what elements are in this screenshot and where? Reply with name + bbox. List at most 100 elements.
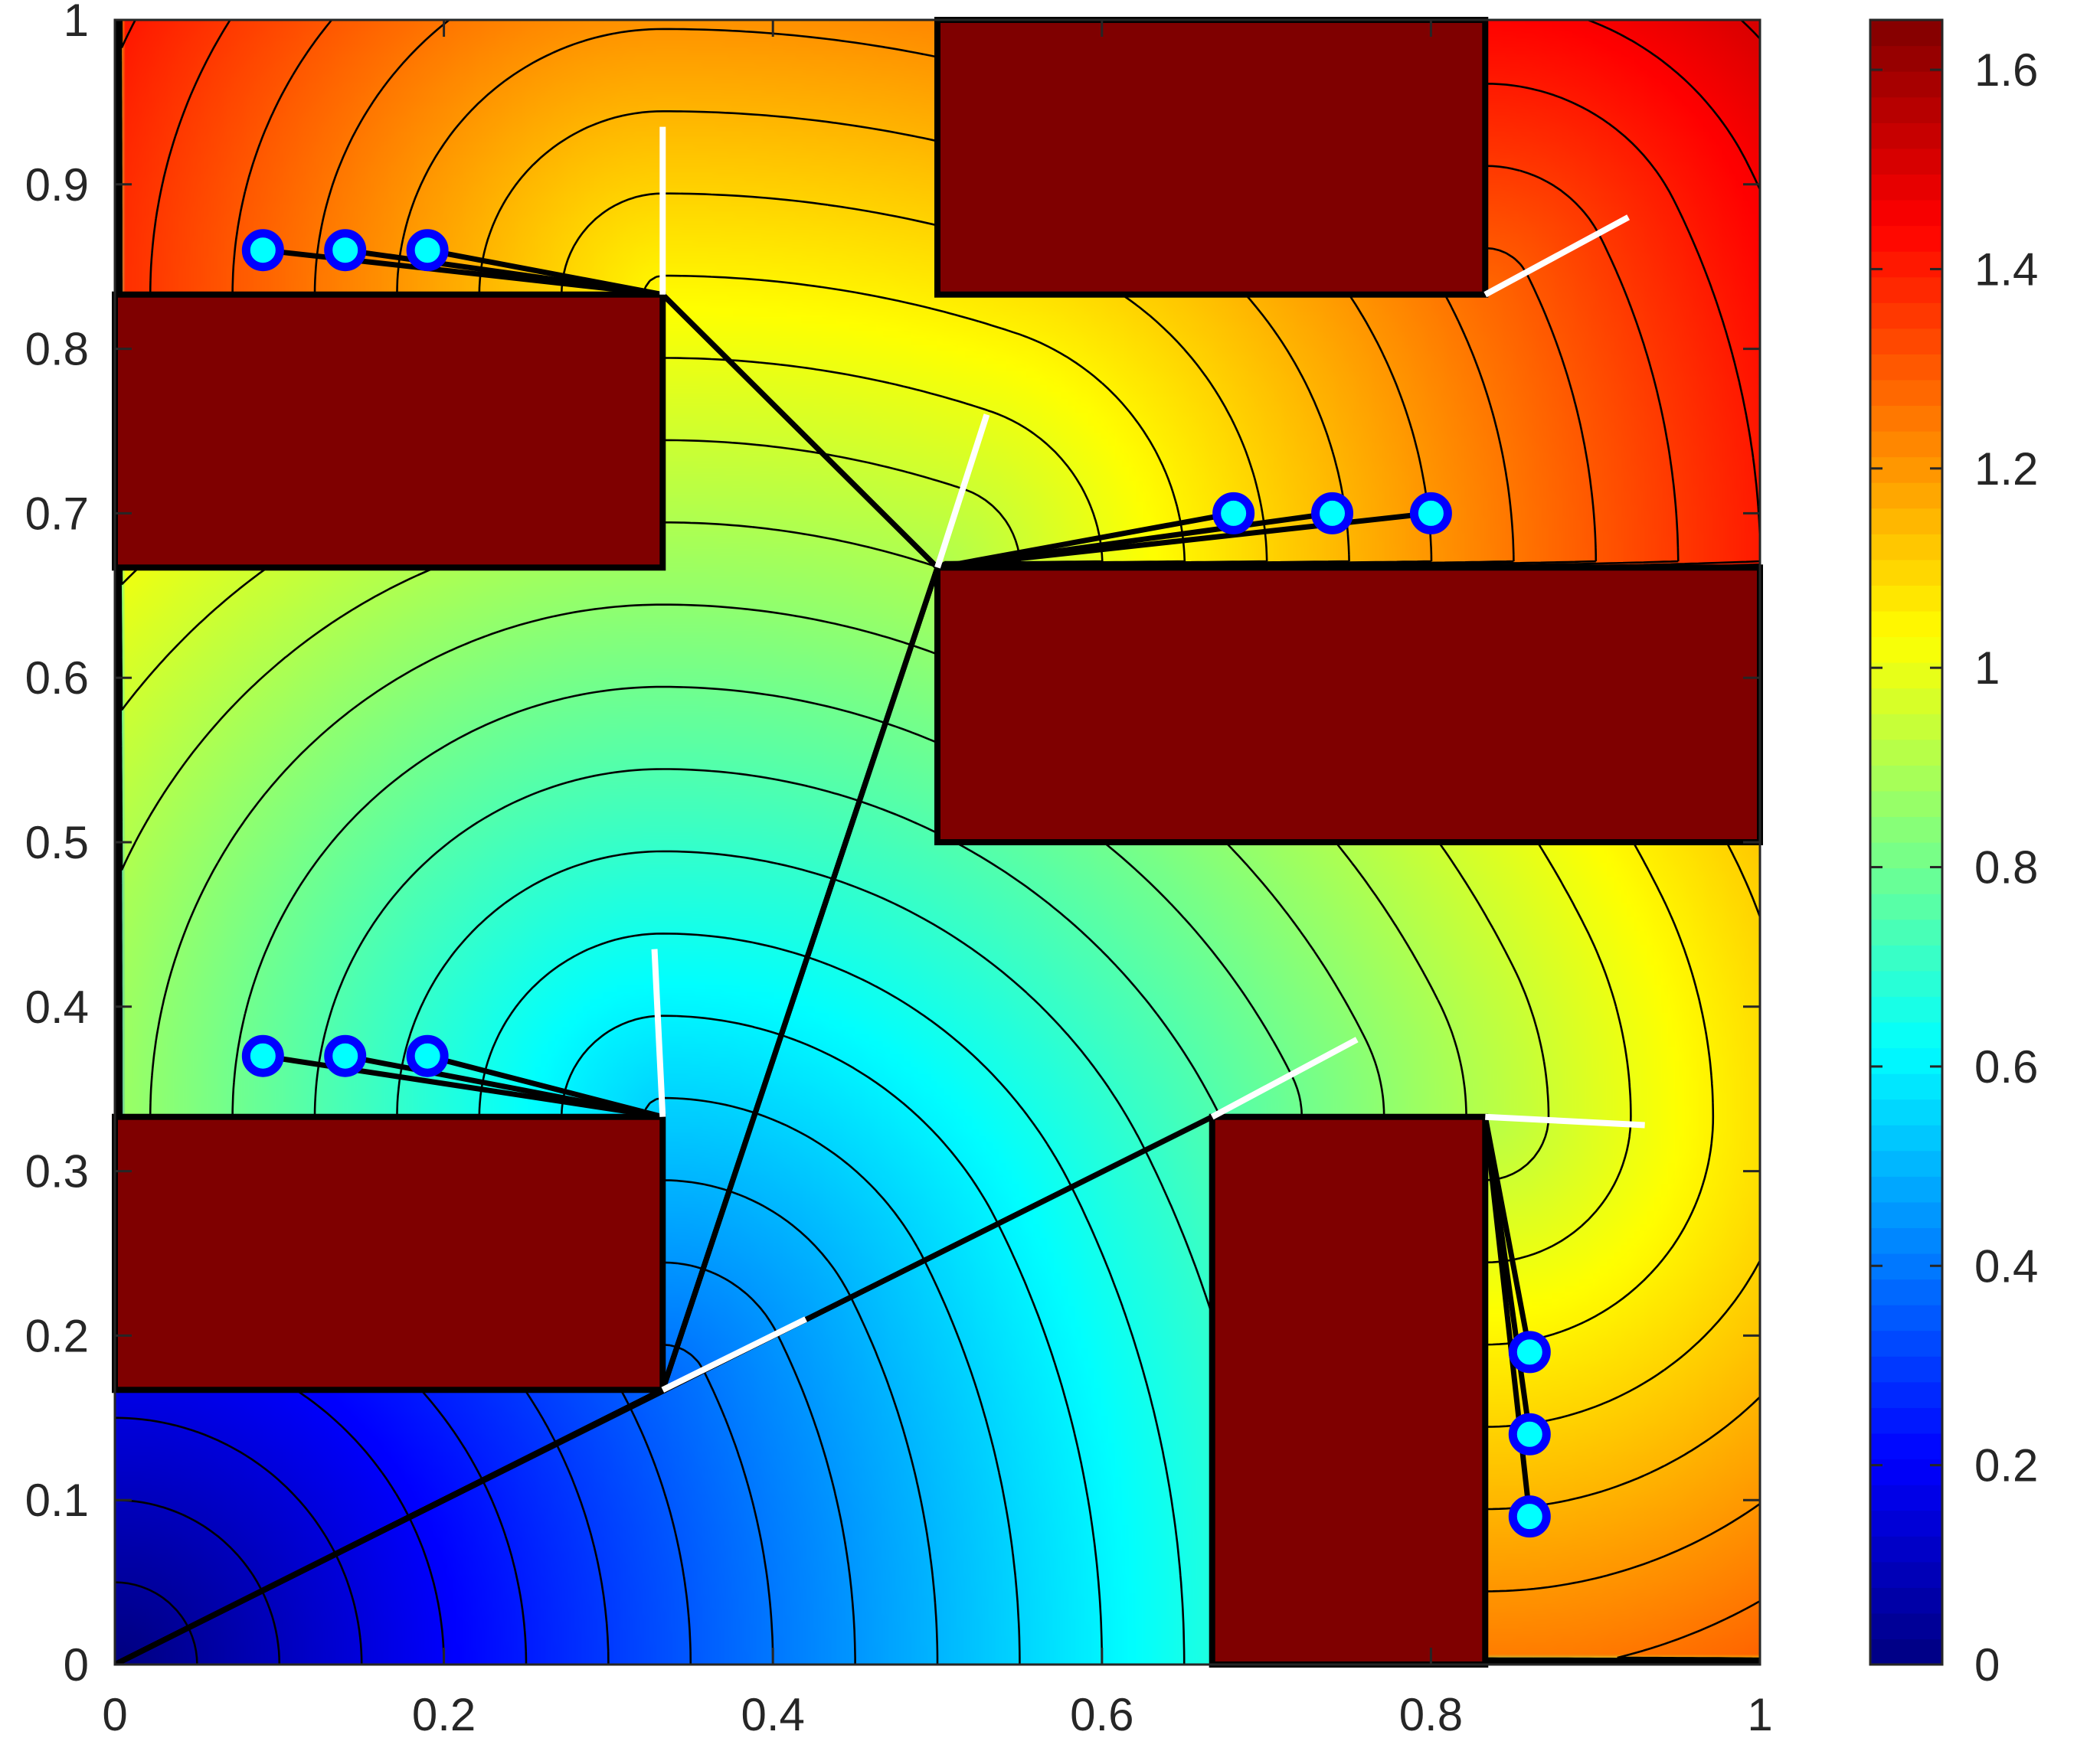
colorbar-band (1870, 1227, 1942, 1254)
colorbar-band (1870, 714, 1942, 740)
colorbar-tick-label: 0.4 (1974, 1240, 2038, 1292)
colorbar-band (1870, 765, 1942, 792)
colorbar-band (1870, 456, 1942, 483)
y-tick-label: 0.9 (25, 159, 89, 211)
colorbar-band (1870, 225, 1942, 252)
visibility-segment (661, 1316, 807, 1393)
x-tick-label: 0.6 (1070, 1689, 1133, 1740)
colorbar-band (1870, 199, 1942, 227)
colorbar-band (1870, 1356, 1942, 1383)
target-markers (241, 229, 1551, 1538)
colorbar-frame (1869, 18, 1944, 1666)
x-tick-label: 0.4 (741, 1689, 804, 1740)
colorbar-band (1870, 867, 1942, 894)
colorbar-band (1870, 688, 1942, 714)
visibility-segment (1485, 1113, 1645, 1129)
y-tick-label: 0.1 (25, 1475, 89, 1526)
colorbar-band (1870, 1536, 1942, 1563)
colorbar-band (1870, 431, 1942, 458)
x-tick-label: 0.2 (412, 1689, 476, 1740)
y-tick-label: 0.5 (25, 817, 89, 868)
colorbar-band (1870, 482, 1942, 509)
y-axis-ticks: 0 0.1 0.2 0.3 0.4 0.5 0.6 0.7 0.8 0.9 1 (25, 0, 1760, 1691)
colorbar-band (1870, 1073, 1942, 1100)
colorbar-band (1870, 739, 1942, 766)
y-tick-label: 0.2 (25, 1310, 89, 1361)
y-tick-label: 0.3 (25, 1146, 89, 1197)
colorbar-tick-label: 1 (1974, 642, 2000, 694)
y-tick-label: 0 (64, 1639, 89, 1691)
colorbar-band (1870, 328, 1942, 354)
colorbar-band (1870, 1510, 1942, 1537)
colorbar-tick-label: 0 (1974, 1639, 2000, 1691)
colorbar-band (1870, 1612, 1942, 1640)
colorbar-band (1870, 1305, 1942, 1331)
colorbar-band (1870, 1433, 1942, 1460)
y-tick-label: 0.8 (25, 324, 89, 375)
colorbar-band (1870, 1279, 1942, 1305)
colorbar-band (1870, 1047, 1942, 1074)
obstacle-block (1209, 1113, 1489, 1668)
colorbar-band (1870, 662, 1942, 689)
colorbar-tick-label: 0.8 (1974, 842, 2038, 894)
target-marker (324, 229, 367, 272)
colorbar-band (1870, 174, 1942, 201)
colorbar-tick-label: 0.2 (1974, 1440, 2038, 1491)
target-marker (1311, 492, 1354, 534)
colorbar-band (1870, 276, 1942, 303)
obstacle-block (934, 564, 1763, 845)
colorbar-band (1870, 945, 1942, 972)
target-marker (324, 1034, 367, 1077)
colorbar-ticks: 0 0.2 0.4 0.6 0.8 1 1.2 1.4 1.6 (1870, 44, 2038, 1691)
colorbar-band (1870, 1330, 1942, 1357)
colorbar-band (1870, 1407, 1942, 1434)
colorbar-band (1870, 379, 1942, 407)
x-tick-label: 0 (102, 1689, 127, 1740)
colorbar-band (1870, 842, 1942, 869)
visibility-segment (1210, 1037, 1359, 1120)
colorbar-band (1870, 1459, 1942, 1485)
colorbar-band (1870, 1381, 1942, 1408)
target-marker (241, 1034, 284, 1077)
colorbar: 0 0.2 0.4 0.6 0.8 1 1.2 1.4 1.6 (1869, 18, 2038, 1691)
colorbar-band (1870, 585, 1942, 612)
colorbar-band (1870, 894, 1942, 920)
colorbar-band (1870, 1485, 1942, 1511)
colorbar-band (1870, 610, 1942, 638)
colorbar-band (1870, 1150, 1942, 1177)
colorbar-band (1870, 1176, 1942, 1203)
obstacle-block (112, 291, 666, 571)
colorbar-band (1870, 1125, 1942, 1152)
obstacles (112, 17, 1763, 1668)
colorbar-tick-label: 0.6 (1974, 1041, 2038, 1093)
colorbar-band (1870, 636, 1942, 663)
target-marker (406, 229, 449, 272)
contour-line (115, 1416, 363, 1665)
y-tick-label: 1 (64, 0, 89, 46)
colorbar-band (1870, 970, 1942, 997)
target-marker (241, 229, 284, 272)
target-marker (1508, 1331, 1551, 1374)
colorbar-band (1870, 123, 1942, 149)
target-marker (406, 1034, 449, 1077)
colorbar-band (1870, 20, 1942, 47)
visibility-segment (651, 949, 666, 1117)
x-tick-label: 0.8 (1399, 1689, 1463, 1740)
target-marker (1409, 492, 1452, 534)
colorbar-band (1870, 45, 1942, 72)
colorbar-tick-label: 1.2 (1974, 443, 2038, 495)
colorbar-band (1870, 790, 1942, 818)
colorbar-tick-label: 1.4 (1974, 243, 2038, 295)
colorbar-band (1870, 251, 1942, 278)
colorbar-band (1870, 1021, 1942, 1049)
obstacle-block (112, 1113, 666, 1393)
y-tick-label: 0.6 (25, 652, 89, 704)
colorbar-band (1870, 96, 1942, 123)
visibility-segment (934, 413, 990, 569)
visibility-segments (651, 126, 1645, 1393)
colorbar-band (1870, 1561, 1942, 1588)
colorbar-band (1870, 559, 1942, 586)
colorbar-band (1870, 996, 1942, 1023)
colorbar-band (1870, 816, 1942, 843)
colorbar-tick-label: 1.6 (1974, 44, 2038, 96)
